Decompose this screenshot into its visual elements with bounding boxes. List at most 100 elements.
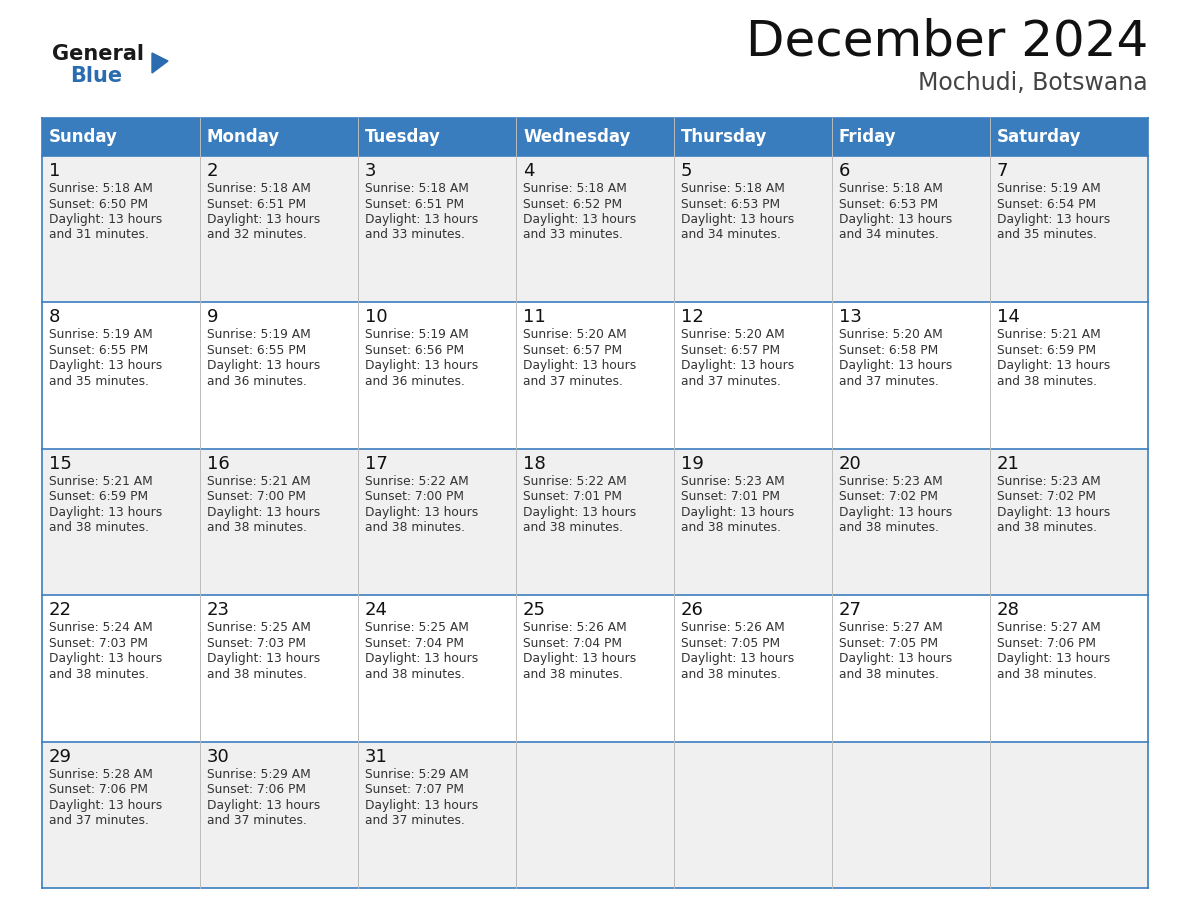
Text: Sunrise: 5:29 AM: Sunrise: 5:29 AM	[207, 767, 311, 780]
Text: General: General	[52, 44, 144, 64]
Text: 18: 18	[523, 454, 545, 473]
Text: Daylight: 13 hours: Daylight: 13 hours	[997, 652, 1111, 666]
Text: and 37 minutes.: and 37 minutes.	[207, 814, 307, 827]
Text: Daylight: 13 hours: Daylight: 13 hours	[365, 652, 479, 666]
Text: Daylight: 13 hours: Daylight: 13 hours	[681, 652, 795, 666]
Text: Sunset: 6:57 PM: Sunset: 6:57 PM	[681, 344, 781, 357]
Text: 26: 26	[681, 601, 703, 620]
Text: Sunset: 6:55 PM: Sunset: 6:55 PM	[49, 344, 148, 357]
Text: Sunset: 7:03 PM: Sunset: 7:03 PM	[207, 637, 307, 650]
Text: and 38 minutes.: and 38 minutes.	[997, 667, 1097, 681]
Text: and 38 minutes.: and 38 minutes.	[49, 667, 148, 681]
Text: 1: 1	[49, 162, 61, 180]
Text: Daylight: 13 hours: Daylight: 13 hours	[207, 360, 321, 373]
Bar	[42, 742, 1148, 888]
Text: Daylight: 13 hours: Daylight: 13 hours	[681, 506, 795, 519]
Text: Daylight: 13 hours: Daylight: 13 hours	[207, 506, 321, 519]
Text: Daylight: 13 hours: Daylight: 13 hours	[681, 360, 795, 373]
Text: Sunrise: 5:27 AM: Sunrise: 5:27 AM	[839, 621, 943, 634]
Bar	[42, 118, 200, 156]
Text: Daylight: 13 hours: Daylight: 13 hours	[839, 652, 953, 666]
Text: Sunrise: 5:23 AM: Sunrise: 5:23 AM	[839, 475, 943, 487]
Text: Sunrise: 5:20 AM: Sunrise: 5:20 AM	[523, 329, 627, 341]
Text: Wednesday: Wednesday	[523, 128, 631, 146]
Text: Daylight: 13 hours: Daylight: 13 hours	[997, 506, 1111, 519]
Text: Sunset: 6:51 PM: Sunset: 6:51 PM	[365, 197, 465, 210]
Text: Sunset: 6:53 PM: Sunset: 6:53 PM	[839, 197, 939, 210]
Text: Daylight: 13 hours: Daylight: 13 hours	[49, 652, 163, 666]
Text: and 38 minutes.: and 38 minutes.	[523, 521, 623, 534]
Text: 10: 10	[365, 308, 387, 327]
Text: 31: 31	[365, 747, 387, 766]
Text: Daylight: 13 hours: Daylight: 13 hours	[365, 213, 479, 226]
Text: 25: 25	[523, 601, 546, 620]
Text: Sunrise: 5:27 AM: Sunrise: 5:27 AM	[997, 621, 1101, 634]
Text: and 37 minutes.: and 37 minutes.	[49, 814, 148, 827]
Text: and 38 minutes.: and 38 minutes.	[207, 667, 307, 681]
Text: Sunset: 7:04 PM: Sunset: 7:04 PM	[523, 637, 623, 650]
Text: 6: 6	[839, 162, 851, 180]
Text: Daylight: 13 hours: Daylight: 13 hours	[49, 506, 163, 519]
Text: 29: 29	[49, 747, 72, 766]
Text: Sunrise: 5:26 AM: Sunrise: 5:26 AM	[523, 621, 627, 634]
Text: Sunrise: 5:18 AM: Sunrise: 5:18 AM	[365, 182, 469, 195]
Text: Daylight: 13 hours: Daylight: 13 hours	[207, 213, 321, 226]
Text: Sunrise: 5:21 AM: Sunrise: 5:21 AM	[207, 475, 311, 487]
Text: Sunrise: 5:21 AM: Sunrise: 5:21 AM	[997, 329, 1101, 341]
Text: December 2024: December 2024	[746, 18, 1148, 66]
Text: Sunset: 7:06 PM: Sunset: 7:06 PM	[49, 783, 148, 796]
Text: Sunset: 7:06 PM: Sunset: 7:06 PM	[997, 637, 1097, 650]
Text: Sunrise: 5:18 AM: Sunrise: 5:18 AM	[681, 182, 785, 195]
Text: and 38 minutes.: and 38 minutes.	[365, 667, 465, 681]
Text: and 31 minutes.: and 31 minutes.	[49, 229, 148, 241]
Text: 4: 4	[523, 162, 535, 180]
Text: Sunset: 6:59 PM: Sunset: 6:59 PM	[49, 490, 148, 503]
Text: Sunrise: 5:22 AM: Sunrise: 5:22 AM	[365, 475, 469, 487]
Text: 27: 27	[839, 601, 862, 620]
Text: Sunset: 6:56 PM: Sunset: 6:56 PM	[365, 344, 465, 357]
Text: Sunrise: 5:23 AM: Sunrise: 5:23 AM	[997, 475, 1101, 487]
Text: and 34 minutes.: and 34 minutes.	[681, 229, 781, 241]
Text: and 35 minutes.: and 35 minutes.	[49, 375, 148, 388]
Text: Sunset: 7:00 PM: Sunset: 7:00 PM	[207, 490, 307, 503]
Text: 5: 5	[681, 162, 693, 180]
Bar	[990, 118, 1148, 156]
Bar	[516, 118, 674, 156]
Text: Daylight: 13 hours: Daylight: 13 hours	[997, 360, 1111, 373]
Text: Sunset: 6:50 PM: Sunset: 6:50 PM	[49, 197, 148, 210]
Text: Thursday: Thursday	[681, 128, 767, 146]
Text: 13: 13	[839, 308, 861, 327]
Text: Daylight: 13 hours: Daylight: 13 hours	[49, 799, 163, 812]
Text: Friday: Friday	[839, 128, 897, 146]
Text: Sunrise: 5:18 AM: Sunrise: 5:18 AM	[49, 182, 153, 195]
Text: Sunset: 6:57 PM: Sunset: 6:57 PM	[523, 344, 623, 357]
Text: 15: 15	[49, 454, 72, 473]
Text: 7: 7	[997, 162, 1009, 180]
Text: Sunset: 6:53 PM: Sunset: 6:53 PM	[681, 197, 781, 210]
Text: Blue: Blue	[70, 66, 122, 86]
Text: Daylight: 13 hours: Daylight: 13 hours	[365, 799, 479, 812]
Text: Sunset: 6:55 PM: Sunset: 6:55 PM	[207, 344, 307, 357]
Text: Sunrise: 5:18 AM: Sunrise: 5:18 AM	[523, 182, 627, 195]
Text: Sunset: 7:05 PM: Sunset: 7:05 PM	[839, 637, 939, 650]
Text: and 33 minutes.: and 33 minutes.	[523, 229, 623, 241]
Text: Sunset: 6:51 PM: Sunset: 6:51 PM	[207, 197, 307, 210]
Text: Daylight: 13 hours: Daylight: 13 hours	[207, 652, 321, 666]
Text: Sunrise: 5:28 AM: Sunrise: 5:28 AM	[49, 767, 153, 780]
Polygon shape	[152, 53, 168, 73]
Bar	[358, 118, 516, 156]
Text: Daylight: 13 hours: Daylight: 13 hours	[365, 506, 479, 519]
Text: 9: 9	[207, 308, 219, 327]
Text: Sunset: 6:59 PM: Sunset: 6:59 PM	[997, 344, 1097, 357]
Text: Sunset: 7:05 PM: Sunset: 7:05 PM	[681, 637, 781, 650]
Bar	[42, 449, 1148, 595]
Text: Sunrise: 5:20 AM: Sunrise: 5:20 AM	[681, 329, 785, 341]
Text: Sunset: 6:58 PM: Sunset: 6:58 PM	[839, 344, 939, 357]
Text: Monday: Monday	[207, 128, 280, 146]
Text: Sunday: Sunday	[49, 128, 118, 146]
Text: and 36 minutes.: and 36 minutes.	[207, 375, 307, 388]
Bar	[674, 118, 832, 156]
Text: Tuesday: Tuesday	[365, 128, 441, 146]
Text: Saturday: Saturday	[997, 128, 1081, 146]
Text: and 37 minutes.: and 37 minutes.	[365, 814, 465, 827]
